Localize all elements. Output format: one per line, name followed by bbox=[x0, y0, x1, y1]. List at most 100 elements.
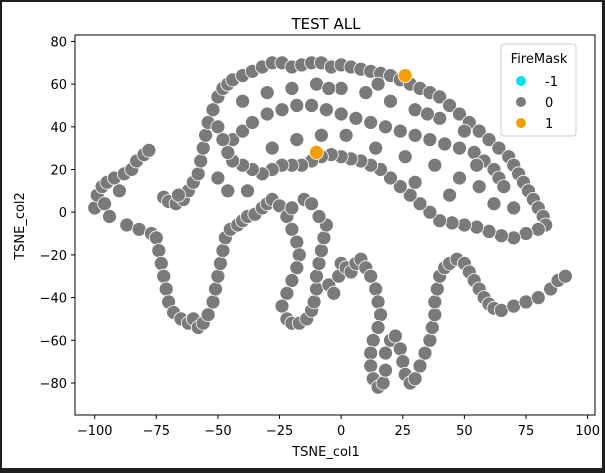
y-axis-label: TSNE_col2 bbox=[13, 192, 28, 261]
data-point-firemask-0 bbox=[264, 140, 280, 156]
data-point-firemask-0 bbox=[289, 260, 305, 276]
data-point-firemask-0 bbox=[456, 217, 472, 233]
data-point-firemask-0 bbox=[215, 132, 231, 148]
data-point-firemask-0 bbox=[452, 170, 467, 186]
legend-marker-1 bbox=[516, 118, 526, 128]
figure: TEST ALL TSNE_col1 TSNE_col2 −100 −75 −50−… bbox=[2, 2, 602, 468]
data-point-firemask-0 bbox=[370, 320, 386, 335]
data-point-firemask-0 bbox=[368, 140, 384, 156]
data-point-firemask-0 bbox=[289, 132, 305, 148]
y-tick-label: −20 bbox=[40, 249, 67, 264]
data-point-firemask-0 bbox=[506, 200, 522, 216]
data-point-firemask-0 bbox=[153, 255, 169, 271]
data-point-firemask-0 bbox=[158, 281, 174, 297]
data-point-firemask-0 bbox=[274, 102, 290, 118]
data-point-firemask-0 bbox=[493, 228, 509, 244]
data-point-firemask-0 bbox=[422, 332, 438, 348]
x-axis-label: TSNE_col1 bbox=[291, 445, 360, 460]
data-point-firemask-0 bbox=[378, 345, 393, 361]
data-point-firemask-0 bbox=[363, 358, 379, 374]
data-point-firemask-0 bbox=[407, 174, 423, 190]
data-point-firemask-0 bbox=[279, 285, 295, 301]
data-point-firemask-0 bbox=[427, 294, 443, 310]
data-point-firemask-0 bbox=[506, 298, 522, 314]
data-point-firemask-0 bbox=[471, 179, 487, 195]
x-tick-label: −25 bbox=[266, 424, 293, 439]
data-point-firemask-0 bbox=[259, 106, 275, 122]
y-tick-label: −80 bbox=[40, 377, 67, 392]
data-point-firemask-0 bbox=[284, 221, 300, 237]
data-point-firemask-0 bbox=[452, 140, 467, 156]
data-point-firemask-0 bbox=[284, 273, 300, 288]
data-point-firemask-0 bbox=[171, 187, 186, 203]
data-points bbox=[87, 55, 573, 395]
data-point-firemask-0 bbox=[452, 106, 467, 122]
data-point-firemask-0 bbox=[397, 149, 413, 165]
data-point-firemask-0 bbox=[491, 140, 507, 156]
data-point-firemask-0 bbox=[402, 187, 418, 203]
y-tick-label: 0 bbox=[59, 206, 67, 221]
data-point-firemask-0 bbox=[378, 119, 393, 135]
data-point-firemask-0 bbox=[274, 298, 290, 314]
data-point-firemask-0 bbox=[190, 166, 206, 182]
data-point-firemask-0 bbox=[395, 354, 411, 370]
data-point-firemask-0 bbox=[392, 341, 408, 357]
data-point-firemask-1 bbox=[397, 68, 413, 83]
data-point-firemask-0 bbox=[407, 127, 423, 143]
data-point-firemask-0 bbox=[240, 183, 255, 199]
data-point-firemask-0 bbox=[358, 85, 374, 100]
data-point-firemask-0 bbox=[304, 98, 320, 113]
x-tick-label: 25 bbox=[394, 424, 411, 439]
data-point-firemask-0 bbox=[412, 358, 428, 374]
data-point-firemask-0 bbox=[306, 294, 322, 310]
data-point-firemask-0 bbox=[220, 144, 236, 160]
y-tick-label: −60 bbox=[40, 334, 67, 349]
data-point-firemask-0 bbox=[368, 281, 384, 297]
data-point-firemask-0 bbox=[407, 102, 423, 118]
data-point-firemask-0 bbox=[518, 294, 534, 310]
data-point-firemask-0 bbox=[493, 302, 509, 318]
data-point-firemask-0 bbox=[373, 307, 389, 323]
legend-box bbox=[500, 43, 577, 137]
data-point-firemask-0 bbox=[210, 268, 226, 284]
data-point-firemask-0 bbox=[422, 132, 438, 148]
chart-title: TEST ALL bbox=[290, 15, 361, 33]
data-point-firemask-0 bbox=[326, 285, 342, 301]
data-point-firemask-0 bbox=[383, 93, 398, 109]
data-point-firemask-0 bbox=[210, 119, 226, 135]
data-point-firemask-0 bbox=[392, 123, 408, 139]
legend-label-0: 0 bbox=[545, 96, 553, 111]
y-tick-label: 40 bbox=[50, 121, 67, 136]
data-point-firemask-0 bbox=[193, 153, 209, 169]
data-point-firemask-0 bbox=[429, 281, 445, 297]
x-tick-label: 75 bbox=[518, 424, 535, 439]
y-axis-ticks: −80 −60 −40 −20 0 20 40 60 80 bbox=[40, 35, 75, 392]
data-point-firemask-0 bbox=[469, 219, 485, 235]
data-point-firemask-0 bbox=[313, 243, 329, 259]
data-point-firemask-0 bbox=[530, 221, 546, 237]
data-point-firemask-0 bbox=[412, 196, 428, 212]
legend-marker-minus1 bbox=[516, 76, 526, 86]
data-point-firemask-0 bbox=[309, 281, 324, 297]
y-tick-label: 20 bbox=[50, 163, 67, 178]
data-point-firemask-0 bbox=[471, 123, 487, 139]
x-tick-label: −50 bbox=[204, 424, 231, 439]
data-point-firemask-0 bbox=[348, 110, 364, 126]
data-point-firemask-0 bbox=[141, 142, 157, 158]
data-point-firemask-0 bbox=[284, 81, 300, 96]
data-point-firemask-0 bbox=[220, 183, 236, 199]
data-point-firemask-0 bbox=[518, 226, 534, 241]
data-point-firemask-0 bbox=[321, 81, 337, 96]
data-point-firemask-0 bbox=[198, 127, 214, 143]
data-point-firemask-0 bbox=[427, 157, 443, 173]
data-point-firemask-0 bbox=[311, 209, 327, 224]
data-point-firemask-0 bbox=[506, 230, 522, 246]
scatter-chart: TEST ALL TSNE_col1 TSNE_col2 −100 −75 −50−… bbox=[13, 15, 600, 460]
data-point-firemask-0 bbox=[375, 375, 391, 391]
data-point-firemask-0 bbox=[444, 215, 460, 231]
legend-label-1: 1 bbox=[545, 117, 553, 132]
data-point-firemask-0 bbox=[311, 255, 327, 271]
data-point-firemask-0 bbox=[313, 127, 329, 143]
data-point-firemask-0 bbox=[112, 183, 127, 199]
legend-title: FireMask bbox=[511, 52, 568, 67]
